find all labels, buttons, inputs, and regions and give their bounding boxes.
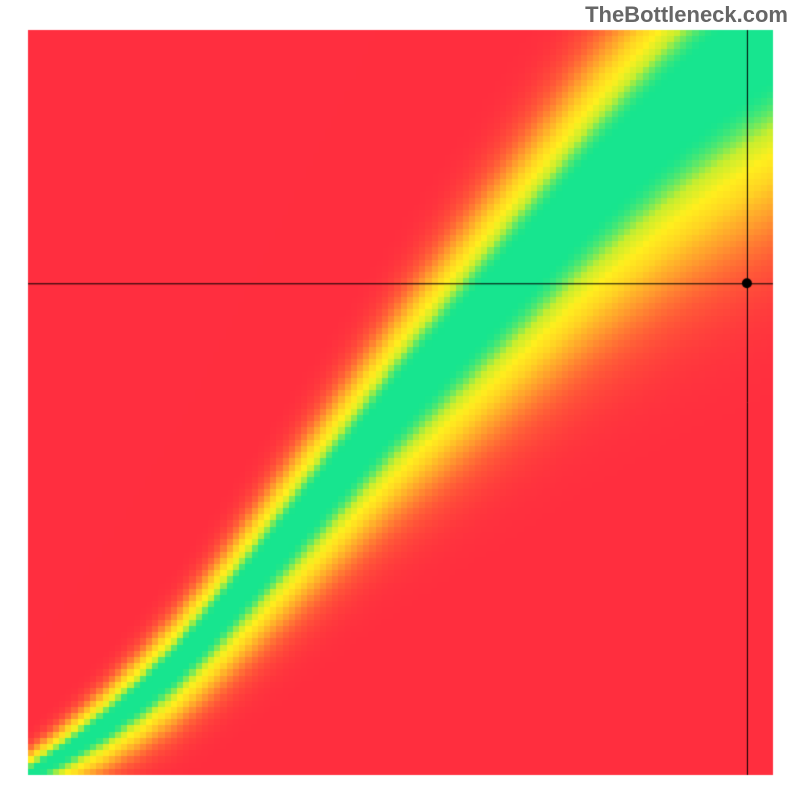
heatmap-canvas [0,0,800,800]
chart-container: TheBottleneck.com [0,0,800,800]
watermark-text: TheBottleneck.com [585,2,788,28]
